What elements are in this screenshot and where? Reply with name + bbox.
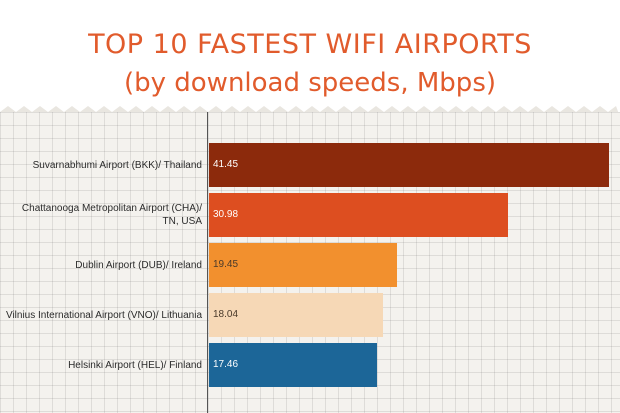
category-label: Helsinki Airport (HEL)/ Finland (68, 359, 202, 371)
value-label: 18.04 (213, 309, 239, 320)
category-label: Vilnius International Airport (VNO)/ Lit… (5, 309, 202, 321)
value-label: 30.98 (213, 209, 239, 220)
value-label: 19.45 (213, 259, 239, 270)
value-label: 17.46 (213, 359, 239, 370)
bar-3 (209, 243, 397, 287)
bar-2 (209, 193, 508, 237)
chart-subtitle: (by download speeds, Mbps) (123, 68, 497, 98)
bar-1 (209, 143, 609, 187)
value-label: 41.45 (213, 159, 239, 170)
chart-title: TOP 10 FASTEST WIFI AIRPORTS (88, 29, 532, 60)
title-area: TOP 10 FASTEST WIFI AIRPORTS (by downloa… (0, 0, 620, 112)
category-label: Dublin Airport (DUB)/ Ireland (75, 259, 202, 271)
bar-4 (209, 293, 383, 337)
bar-chart: Suvarnabhumi Airport (BKK)/ Thailand 41.4… (0, 112, 620, 413)
category-label: Suvarnabhumi Airport (BKK)/ Thailand (32, 159, 202, 171)
y-axis-line (207, 112, 208, 413)
bar-5 (209, 343, 377, 387)
category-label: Chattanooga Metropolitan Airport (CHA)/ … (21, 203, 202, 227)
